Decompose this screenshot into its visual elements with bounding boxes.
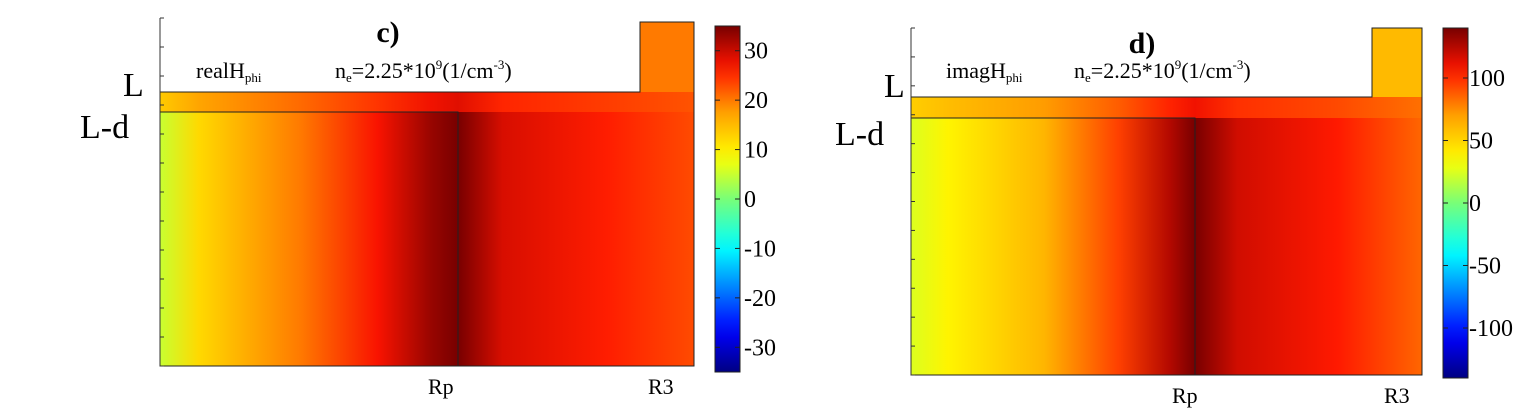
colorbar-tick-label: 0 [1469,191,1481,217]
y-tick-label: L [123,67,144,104]
notch-region [1372,28,1422,97]
density-label: ne=2.25*109(1/cm-3) [1074,57,1251,85]
quantity-label: realHphi [196,58,262,85]
colorbar-tick-label: -10 [744,236,776,262]
colorbar-tick-label: 100 [1469,66,1505,92]
x-tick-label: R3 [648,374,674,399]
colorbar-tick-label: 10 [744,138,768,164]
x-tick-label: Rp [1172,383,1198,408]
y-tick-label: L [884,68,905,105]
upper-strip [911,97,1422,118]
colorbar-tick-label: -30 [744,335,776,361]
panel-d: d) imagHphi ne=2.25*109(1/cm-3) LL-d Rp R3 100… [835,27,1513,408]
notch-region [640,22,694,92]
colorbar-tick-label: 0 [744,187,756,213]
plasma-boundary [911,117,1196,375]
colorbar-tick-label: 20 [744,88,768,114]
field-heatmap [911,97,1422,375]
y-tick-label: L-d [80,109,129,146]
colorbar-tick-label: 30 [744,39,768,65]
colorbar-tick-label: 50 [1469,129,1493,155]
upper-strip [160,92,694,112]
plasma-boundary [160,111,459,366]
field-heatmap [160,92,694,366]
density-label: ne=2.25*109(1/cm-3) [335,57,512,85]
x-tick-label: R3 [1384,383,1410,408]
panel-label: c) [376,16,399,49]
quantity-label: imagHphi [946,58,1023,85]
colorbar-tick-label: -50 [1469,254,1501,280]
x-tick-label: Rp [428,374,454,399]
colorbar-tick-label: -100 [1469,316,1513,342]
panel-label: d) [1129,27,1156,60]
y-tick-label: L-d [835,116,884,153]
panel-c: c) realHphi ne=2.25*109(1/cm-3) L L-d Rp R3 30 2… [80,16,776,399]
colorbar-tick-label: -20 [744,286,776,312]
